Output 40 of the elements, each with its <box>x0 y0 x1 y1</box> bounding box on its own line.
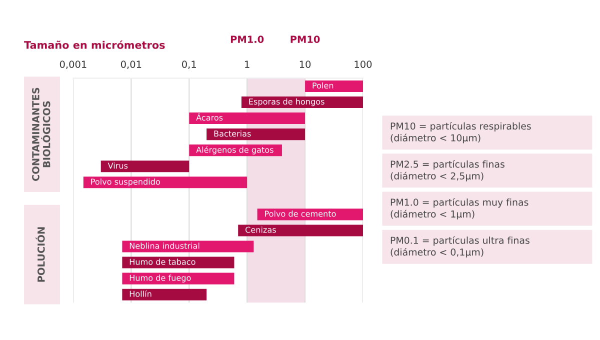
y-tick-label: Bacterias <box>214 130 251 137</box>
bar <box>100 160 190 172</box>
text: POLUCIÓN <box>36 227 45 282</box>
y-tick-label: Humo de fuego <box>130 274 191 282</box>
bar <box>122 272 234 284</box>
bar <box>122 256 234 268</box>
text: CONTAMINANTES BIOLÓGICOS <box>32 88 50 181</box>
y-tick-label: Hollín <box>130 290 152 297</box>
bar <box>238 224 363 236</box>
x-tick-label: 0,001 <box>60 60 86 69</box>
y-tick-label: Polvo de cemento <box>265 210 336 217</box>
bar <box>257 208 363 220</box>
text: PM1.0 <box>230 36 264 43</box>
bar <box>206 128 306 140</box>
x-tick-label: 1 <box>245 60 250 68</box>
chart-title: Tamaño en micrómetros <box>24 40 165 49</box>
text: PM10 = partículas respirables (diámetro < 10µm) <box>390 122 531 144</box>
text: PM2.5 = partículas finas (diámetro < 2,5µm) <box>390 160 504 182</box>
bar <box>241 96 363 108</box>
y-tick-label: Ácaros <box>196 113 223 121</box>
text: PM0.1 = partículas ultra finas (diámetro < 0,1µm) <box>390 236 530 258</box>
y-tick-label: Humo de tabaco <box>130 258 196 265</box>
y-tick-label: Polen <box>312 82 334 89</box>
y-tick-label: Esporas de hongos <box>249 98 324 106</box>
text: PM1.0 = partículas muy finas (diámetro < 1µm) <box>390 198 528 220</box>
y-tick-label: Polvo suspendido <box>91 178 160 186</box>
bar <box>189 112 306 124</box>
bar <box>83 176 248 188</box>
x-tick-label: 100 <box>354 60 372 68</box>
y-tick-label: Neblina industrial <box>130 242 200 249</box>
x-tick-label: 0,1 <box>182 60 196 69</box>
y-tick-label: Alérgenos de gatos <box>196 146 274 154</box>
y-tick-label: Virus <box>108 162 128 169</box>
text: PM10 <box>290 36 320 43</box>
y-tick-label: Cenizas <box>246 226 276 233</box>
x-tick-label: 0,01 <box>120 60 142 69</box>
bar <box>122 240 254 252</box>
bar <box>305 80 363 92</box>
x-tick-label: 10 <box>300 60 311 68</box>
bar <box>122 288 207 300</box>
